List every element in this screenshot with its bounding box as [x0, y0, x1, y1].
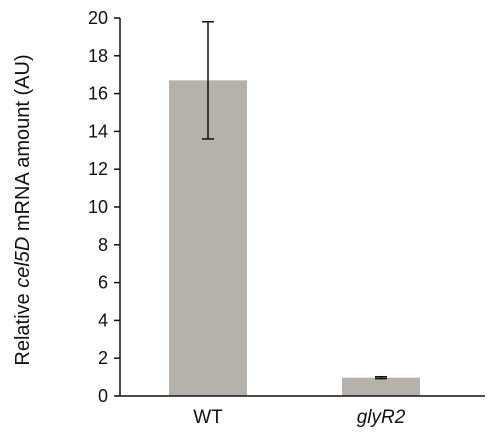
- y-tick-label: 18: [88, 46, 108, 66]
- y-tick-label: 8: [98, 235, 108, 255]
- y-tick-label: 20: [88, 8, 108, 28]
- y-axis-label-gene: cel5D: [12, 237, 34, 288]
- y-tick-label: 14: [88, 121, 108, 141]
- y-tick-label: 10: [88, 197, 108, 217]
- y-axis-label-suffix: mRNA amount (AU): [12, 54, 34, 236]
- bars: [169, 21, 420, 397]
- y-axis-label: Relative cel5D mRNA amount (AU): [12, 54, 34, 365]
- y-tick-label: 0: [98, 386, 108, 406]
- y-axis: 0 2 4 6 8 10 12 14 16 18 20: [88, 8, 121, 406]
- x-tick-label: WT: [193, 407, 223, 428]
- error-bar-WT: [202, 21, 214, 140]
- x-tick-label: glyR2: [357, 407, 406, 428]
- y-tick-label: 12: [88, 159, 108, 179]
- y-tick-label: 2: [98, 348, 108, 368]
- y-tick-label: 4: [98, 310, 108, 330]
- y-tick-label: 6: [98, 273, 108, 293]
- x-axis: WT glyR2: [120, 395, 485, 428]
- error-bar-glyR2: [375, 375, 387, 380]
- y-axis-label-prefix: Relative: [12, 288, 34, 366]
- bar-glyR2: [342, 377, 420, 396]
- y-tick-label: 16: [88, 84, 108, 104]
